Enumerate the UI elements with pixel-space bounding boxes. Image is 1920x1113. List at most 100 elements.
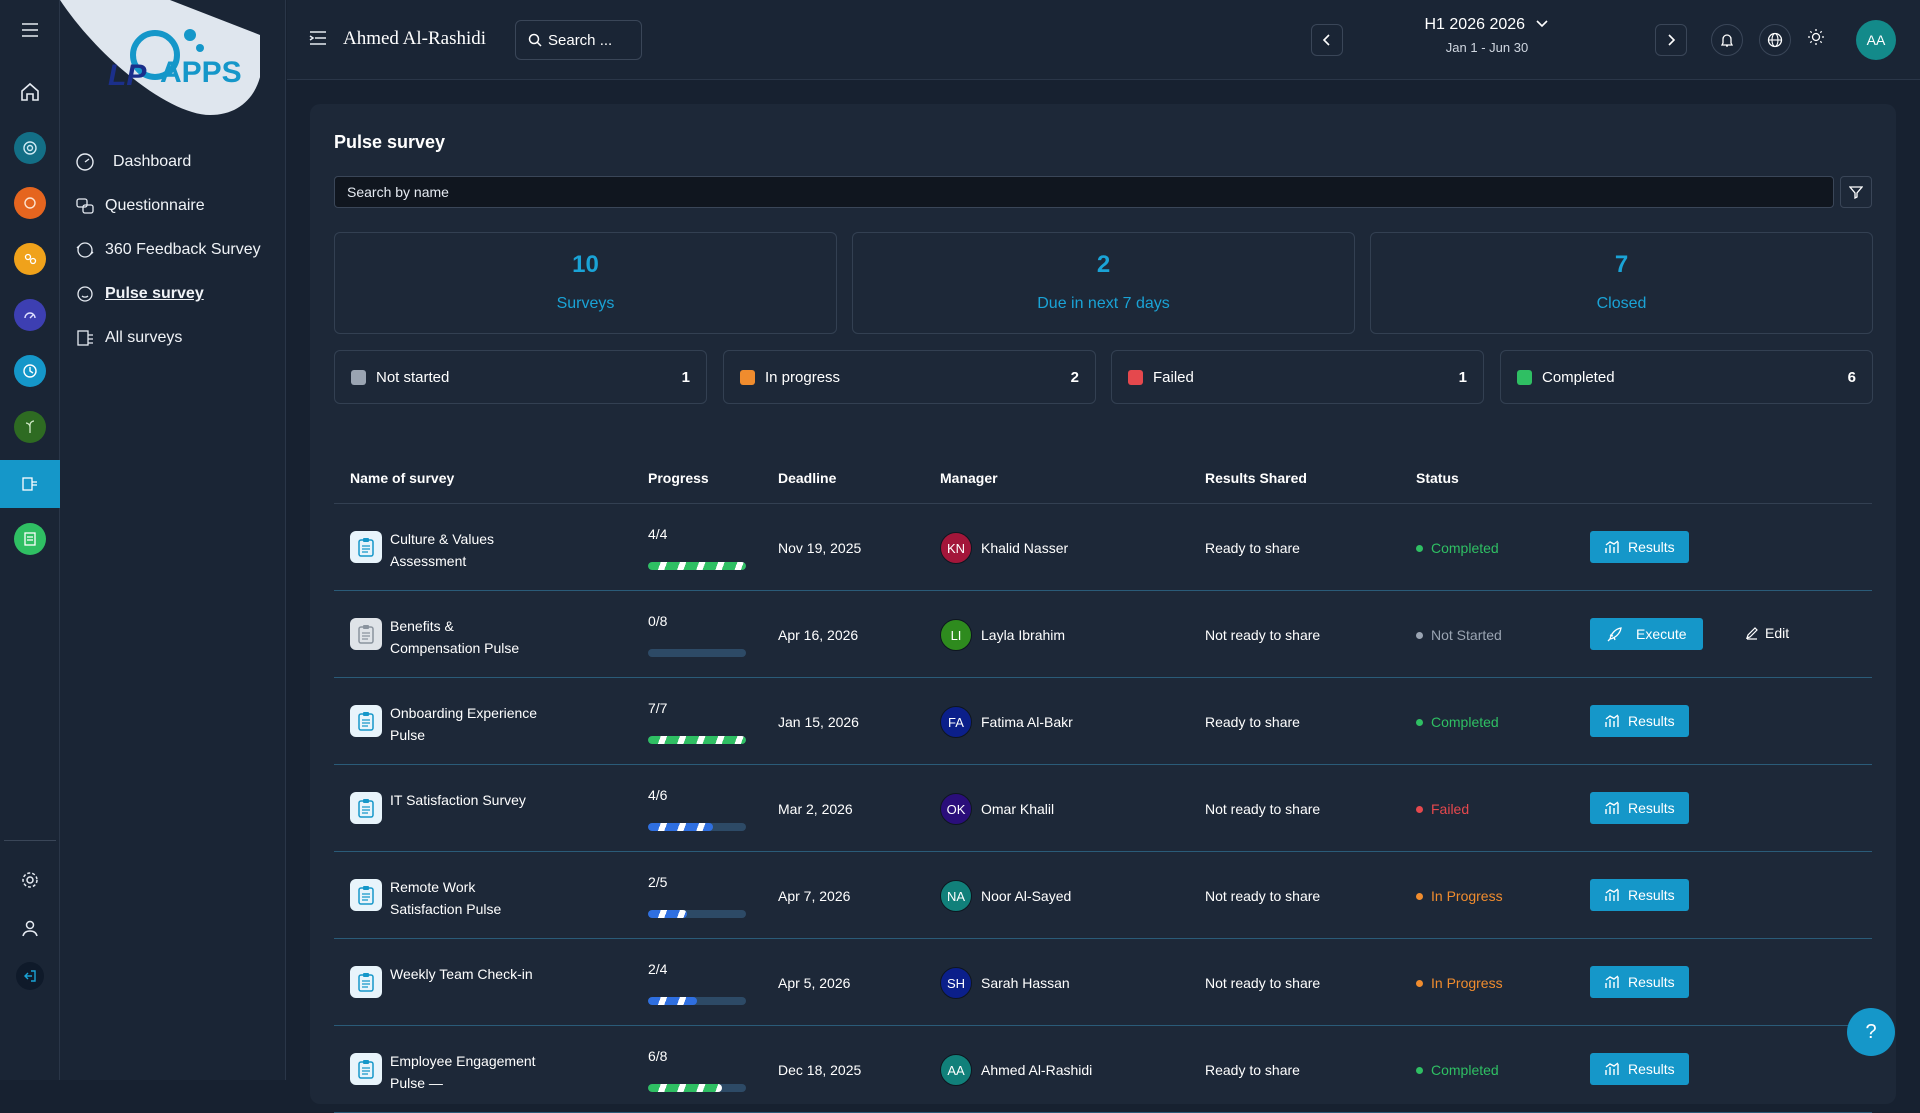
edit-button[interactable]: Edit xyxy=(1745,625,1789,641)
sidebar-item-label: Questionnaire xyxy=(105,197,205,214)
manager: LI Layla Ibrahim xyxy=(940,619,1065,651)
theme-sun-icon[interactable] xyxy=(1807,28,1825,51)
stat-label: Closed xyxy=(1596,295,1647,312)
column-header-status[interactable]: Status xyxy=(1416,470,1459,486)
column-header-deadline[interactable]: Deadline xyxy=(778,470,837,486)
progress-bar-fill xyxy=(648,562,746,570)
deadline: Apr 7, 2026 xyxy=(778,888,851,904)
table-row[interactable]: Remote Work Satisfaction Pulse 2/5 Apr 7, … xyxy=(334,852,1872,939)
column-header-progress[interactable]: Progress xyxy=(648,470,709,486)
filter-button[interactable] xyxy=(1840,176,1872,208)
clipboard-icon xyxy=(350,705,382,737)
results-button[interactable]: Results xyxy=(1590,966,1689,998)
status-filter-completed[interactable]: Completed 6 xyxy=(1500,350,1873,404)
manager-name: Khalid Nasser xyxy=(981,540,1069,556)
results-shared: Ready to share xyxy=(1205,714,1300,730)
period-title: H1 2026 2026 xyxy=(1424,16,1526,33)
progress-text: 4/6 xyxy=(648,787,668,803)
user-avatar[interactable]: AA xyxy=(1856,20,1896,60)
status-dot xyxy=(1416,718,1423,726)
settings-gear-icon[interactable] xyxy=(0,858,60,902)
status-filter-in-progress[interactable]: In progress 2 xyxy=(723,350,1096,404)
table-row[interactable]: Benefits & Compensation Pulse 0/8 Apr 16, … xyxy=(334,591,1872,678)
user-profile-icon[interactable] xyxy=(0,906,60,950)
sidebar-item-360-feedback[interactable]: 360 Feedback Survey xyxy=(75,228,261,272)
global-search-button[interactable]: Search ... xyxy=(515,20,642,60)
results-button[interactable]: Results xyxy=(1590,879,1689,911)
results-button[interactable]: Results xyxy=(1590,792,1689,824)
survey-name[interactable]: Culture & Values Assessment xyxy=(390,531,495,569)
chevron-right-icon xyxy=(1668,34,1676,46)
survey-name[interactable]: IT Satisfaction Survey xyxy=(390,792,526,808)
column-header-manager[interactable]: Manager xyxy=(940,470,998,486)
manager-name: Fatima Al-Bakr xyxy=(981,714,1073,730)
results-shared: Not ready to share xyxy=(1205,888,1321,904)
hamburger-menu-icon[interactable] xyxy=(0,8,60,52)
results-button[interactable]: Results xyxy=(1590,1053,1689,1085)
results-label: Results xyxy=(1628,974,1675,990)
table-row[interactable]: IT Satisfaction Survey 4/6 Mar 2, 2026 OK Om… xyxy=(334,765,1872,852)
target-app-icon[interactable] xyxy=(0,126,60,170)
chevron-down-icon xyxy=(1536,20,1549,28)
survey-name[interactable]: Onboarding Experience Pulse xyxy=(390,705,538,743)
table-row[interactable]: Weekly Team Check-in 2/4 Apr 5, 2026 SH Sara… xyxy=(334,939,1872,1026)
logout-icon[interactable] xyxy=(0,954,60,998)
progress-text: 2/4 xyxy=(648,961,668,977)
table-row[interactable]: Employee Engagement Pulse — 6/8 Dec 18, 20… xyxy=(334,1026,1872,1113)
execute-button[interactable]: Execute xyxy=(1590,618,1703,650)
language-globe-icon[interactable] xyxy=(1759,24,1791,56)
deadline: Dec 18, 2025 xyxy=(778,1062,862,1078)
next-period-button[interactable] xyxy=(1655,24,1687,56)
survey-name[interactable]: Remote Work Satisfaction Pulse xyxy=(390,879,502,917)
360-feedback-icon xyxy=(76,242,94,258)
gauge-app-icon[interactable] xyxy=(0,293,60,337)
status-badge: Completed xyxy=(1416,714,1499,730)
sidebar-item-questionnaire[interactable]: Questionnaire xyxy=(75,184,261,228)
manager: NA Noor Al-Sayed xyxy=(940,880,1071,912)
table-row[interactable]: Onboarding Experience Pulse 7/7 Jan 15, 20… xyxy=(334,678,1872,765)
home-icon[interactable] xyxy=(0,70,60,114)
survey-app-icon[interactable] xyxy=(0,460,60,508)
status-swatch xyxy=(1128,369,1143,385)
results-button[interactable]: Results xyxy=(1590,705,1689,737)
progress-text: 0/8 xyxy=(648,613,668,629)
survey-name[interactable]: Weekly Team Check-in xyxy=(390,966,533,982)
period-selector[interactable]: H1 2026 2026 Jan 1 - Jun 30 xyxy=(1387,16,1587,55)
table-header: Name of survey Progress Deadline Manager… xyxy=(334,456,1872,504)
collapse-menu-icon[interactable] xyxy=(309,30,327,51)
clock-app-icon[interactable] xyxy=(0,349,60,393)
table-row[interactable]: Culture & Values Assessment 4/4 Nov 19, 20… xyxy=(334,504,1872,591)
execute-label: Execute xyxy=(1636,626,1687,642)
stat-card-due-soon: 2 Due in next 7 days xyxy=(852,232,1355,334)
status-filter-label: Completed xyxy=(1542,368,1615,386)
status-filter-label: Failed xyxy=(1153,368,1194,386)
status-filter-failed[interactable]: Failed 1 xyxy=(1111,350,1484,404)
surveys-list-icon xyxy=(77,330,93,346)
sidebar-item-all-surveys[interactable]: All surveys xyxy=(75,316,261,360)
survey-search-input[interactable]: Search by name xyxy=(334,176,1834,208)
prev-period-button[interactable] xyxy=(1311,24,1343,56)
sidebar-item-pulse-survey[interactable]: Pulse survey xyxy=(75,272,261,316)
progress-bar xyxy=(648,736,746,744)
stat-label: Due in next 7 days xyxy=(1037,295,1170,312)
status-badge: In Progress xyxy=(1416,888,1503,904)
survey-name[interactable]: Benefits & Compensation Pulse xyxy=(390,618,520,656)
status-text: Completed xyxy=(1431,1062,1499,1078)
progress-bar xyxy=(648,649,746,657)
manager-name: Noor Al-Sayed xyxy=(981,888,1072,904)
survey-name[interactable]: Employee Engagement Pulse — xyxy=(390,1053,536,1091)
column-header-name[interactable]: Name of survey xyxy=(350,470,455,486)
deadline: Mar 2, 2026 xyxy=(778,801,853,817)
results-button[interactable]: Results xyxy=(1590,531,1689,563)
people-app-icon[interactable] xyxy=(0,237,60,281)
column-header-results-shared[interactable]: Results Shared xyxy=(1205,470,1307,486)
sidebar-item-dashboard[interactable]: Dashboard xyxy=(75,140,261,184)
status-swatch xyxy=(1517,369,1532,385)
growth-app-icon[interactable] xyxy=(0,405,60,449)
notifications-bell-icon[interactable] xyxy=(1711,24,1743,56)
status-filter-not-started[interactable]: Not started 1 xyxy=(334,350,707,404)
brain-app-icon[interactable] xyxy=(0,181,60,225)
results-shared: Not ready to share xyxy=(1205,801,1321,817)
help-button[interactable]: ? xyxy=(1847,1008,1895,1056)
report-app-icon[interactable] xyxy=(0,517,60,561)
